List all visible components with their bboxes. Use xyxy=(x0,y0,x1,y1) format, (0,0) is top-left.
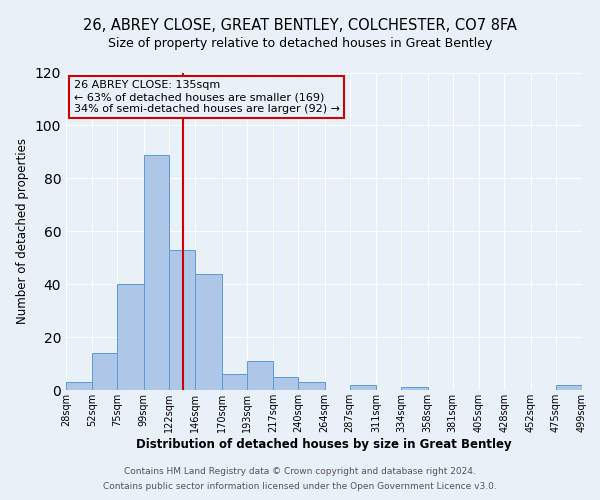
Bar xyxy=(118,284,144,390)
Bar xyxy=(247,361,273,390)
Text: Size of property relative to detached houses in Great Bentley: Size of property relative to detached ho… xyxy=(108,38,492,51)
Bar xyxy=(350,384,376,390)
Text: Contains HM Land Registry data © Crown copyright and database right 2024.: Contains HM Land Registry data © Crown c… xyxy=(124,467,476,476)
Bar xyxy=(169,250,195,390)
Bar xyxy=(556,384,582,390)
Bar xyxy=(92,353,118,390)
Bar xyxy=(298,382,325,390)
Text: 26, ABREY CLOSE, GREAT BENTLEY, COLCHESTER, CO7 8FA: 26, ABREY CLOSE, GREAT BENTLEY, COLCHEST… xyxy=(83,18,517,32)
Bar xyxy=(195,274,221,390)
Text: Contains public sector information licensed under the Open Government Licence v3: Contains public sector information licen… xyxy=(103,482,497,491)
X-axis label: Distribution of detached houses by size in Great Bentley: Distribution of detached houses by size … xyxy=(136,438,512,450)
Bar xyxy=(144,154,169,390)
Bar xyxy=(273,377,298,390)
Text: 26 ABREY CLOSE: 135sqm
← 63% of detached houses are smaller (169)
34% of semi-de: 26 ABREY CLOSE: 135sqm ← 63% of detached… xyxy=(74,80,340,114)
Bar xyxy=(66,382,92,390)
Bar xyxy=(401,388,428,390)
Y-axis label: Number of detached properties: Number of detached properties xyxy=(16,138,29,324)
Bar xyxy=(221,374,247,390)
